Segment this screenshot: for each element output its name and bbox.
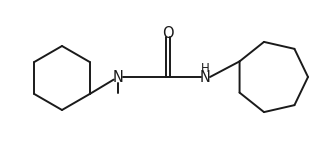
Text: O: O xyxy=(162,26,174,40)
Text: H: H xyxy=(201,62,209,75)
Text: N: N xyxy=(113,69,123,84)
Text: N: N xyxy=(200,69,210,84)
